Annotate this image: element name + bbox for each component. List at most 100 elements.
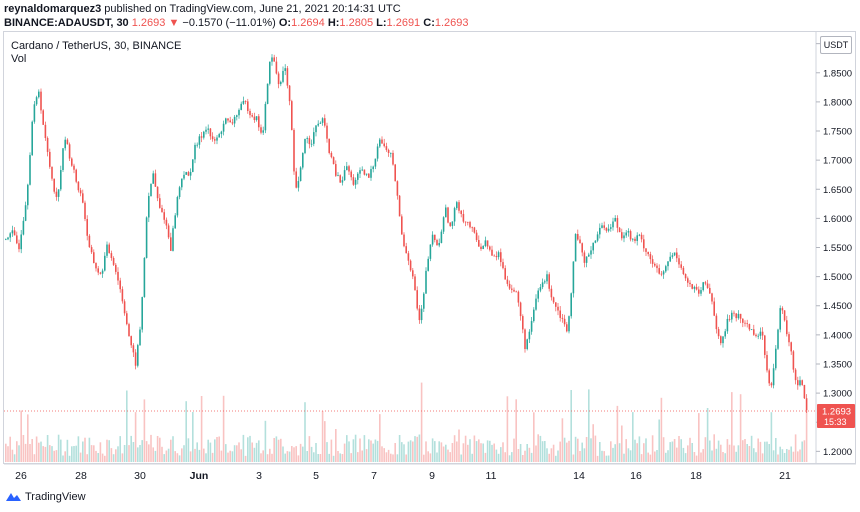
volume-bar bbox=[44, 446, 47, 462]
candle-body bbox=[788, 334, 790, 343]
tradingview-logo[interactable]: TradingView bbox=[5, 491, 86, 503]
candle-body bbox=[403, 234, 405, 247]
candle-body bbox=[695, 286, 698, 290]
candle-body bbox=[579, 239, 581, 244]
volume-bar bbox=[53, 450, 55, 462]
candle-body bbox=[390, 152, 392, 154]
candle-body bbox=[702, 282, 704, 291]
volume-bar bbox=[42, 446, 44, 462]
candle-body bbox=[434, 234, 436, 241]
volume-bar bbox=[799, 449, 801, 462]
candle-body bbox=[720, 336, 722, 344]
volume-bar bbox=[777, 454, 779, 462]
volume-bar bbox=[106, 439, 108, 462]
volume-bar bbox=[462, 443, 465, 462]
candle-body bbox=[178, 187, 181, 198]
candle-body bbox=[469, 222, 471, 228]
volume-bar bbox=[319, 454, 322, 462]
candle-body bbox=[790, 342, 792, 352]
volume-bar bbox=[233, 445, 236, 462]
volume-bar bbox=[398, 435, 401, 462]
volume-bar bbox=[735, 451, 737, 462]
candle-body bbox=[198, 136, 201, 145]
tradingview-logo-text: TradingView bbox=[25, 491, 86, 503]
candle-body bbox=[324, 118, 326, 126]
candle-body bbox=[79, 190, 82, 194]
candle-body bbox=[185, 172, 187, 175]
candle-body bbox=[130, 336, 132, 346]
candle-body bbox=[7, 237, 9, 240]
volume-bar bbox=[654, 451, 656, 462]
candle-body bbox=[260, 127, 262, 133]
volume-bar bbox=[750, 435, 753, 462]
candle-body bbox=[216, 137, 218, 141]
volume-bar bbox=[801, 441, 803, 462]
candle-body bbox=[557, 306, 559, 311]
candle-body bbox=[176, 197, 179, 216]
volume-bar bbox=[693, 452, 696, 462]
candle-body bbox=[412, 270, 414, 277]
currency-button[interactable]: USDT bbox=[820, 36, 852, 54]
volume-bar bbox=[541, 441, 544, 462]
candle-body bbox=[117, 271, 119, 281]
candle-body bbox=[64, 139, 66, 149]
volume-bar bbox=[51, 446, 53, 462]
candle-body bbox=[266, 83, 269, 104]
author-name[interactable]: reynaldomarquez3 bbox=[4, 3, 102, 15]
candle-body bbox=[387, 149, 390, 153]
candle-body bbox=[744, 322, 746, 324]
volume-bar bbox=[482, 443, 484, 462]
candle-body bbox=[640, 234, 643, 240]
candle-body bbox=[110, 253, 113, 258]
volume-bar bbox=[339, 453, 341, 462]
volume-bar bbox=[321, 411, 324, 462]
volume-bar bbox=[475, 441, 478, 462]
candle-body bbox=[588, 254, 590, 257]
candle-body bbox=[440, 231, 443, 243]
volume-bar bbox=[390, 453, 392, 462]
volume-bar bbox=[788, 449, 790, 462]
volume-bar bbox=[207, 439, 209, 462]
volume-bar bbox=[119, 436, 121, 462]
candle-body bbox=[379, 139, 381, 147]
volume-bar bbox=[346, 435, 348, 462]
volume-bar bbox=[610, 441, 612, 462]
volume-bar bbox=[35, 436, 38, 462]
close-label: C: bbox=[423, 17, 435, 29]
candle-body bbox=[22, 220, 25, 235]
volume-bar bbox=[731, 392, 733, 462]
volume-label[interactable]: Vol bbox=[11, 53, 27, 65]
candle-body bbox=[548, 274, 550, 289]
candle-body bbox=[317, 123, 319, 126]
volume-bar bbox=[805, 410, 808, 462]
candle-body bbox=[363, 169, 366, 175]
volume-bar bbox=[524, 450, 526, 462]
volume-bar bbox=[640, 454, 643, 462]
volume-bar bbox=[407, 441, 410, 462]
volume-bar bbox=[726, 439, 729, 462]
candle-body bbox=[660, 273, 663, 275]
volume-bar bbox=[249, 435, 251, 462]
candle-body bbox=[475, 232, 478, 241]
candle-body bbox=[302, 153, 304, 168]
candle-body bbox=[757, 335, 759, 337]
candle-body bbox=[297, 181, 300, 188]
candle-body bbox=[343, 170, 346, 181]
candle-body bbox=[770, 383, 773, 386]
volume-bar bbox=[513, 438, 515, 462]
candle-body bbox=[62, 148, 64, 171]
volume-bar bbox=[266, 454, 269, 462]
candle-body bbox=[599, 227, 601, 235]
volume-bar bbox=[343, 443, 346, 462]
candle-body bbox=[596, 234, 599, 241]
candle-body bbox=[401, 216, 403, 235]
volume-bar bbox=[489, 440, 491, 462]
volume-bar bbox=[255, 442, 258, 462]
candle-body bbox=[38, 91, 40, 98]
volume-bar bbox=[588, 389, 590, 462]
candle-body bbox=[383, 143, 385, 147]
candle-body bbox=[409, 260, 412, 271]
candle-body bbox=[284, 68, 286, 71]
volume-bar bbox=[764, 441, 766, 462]
